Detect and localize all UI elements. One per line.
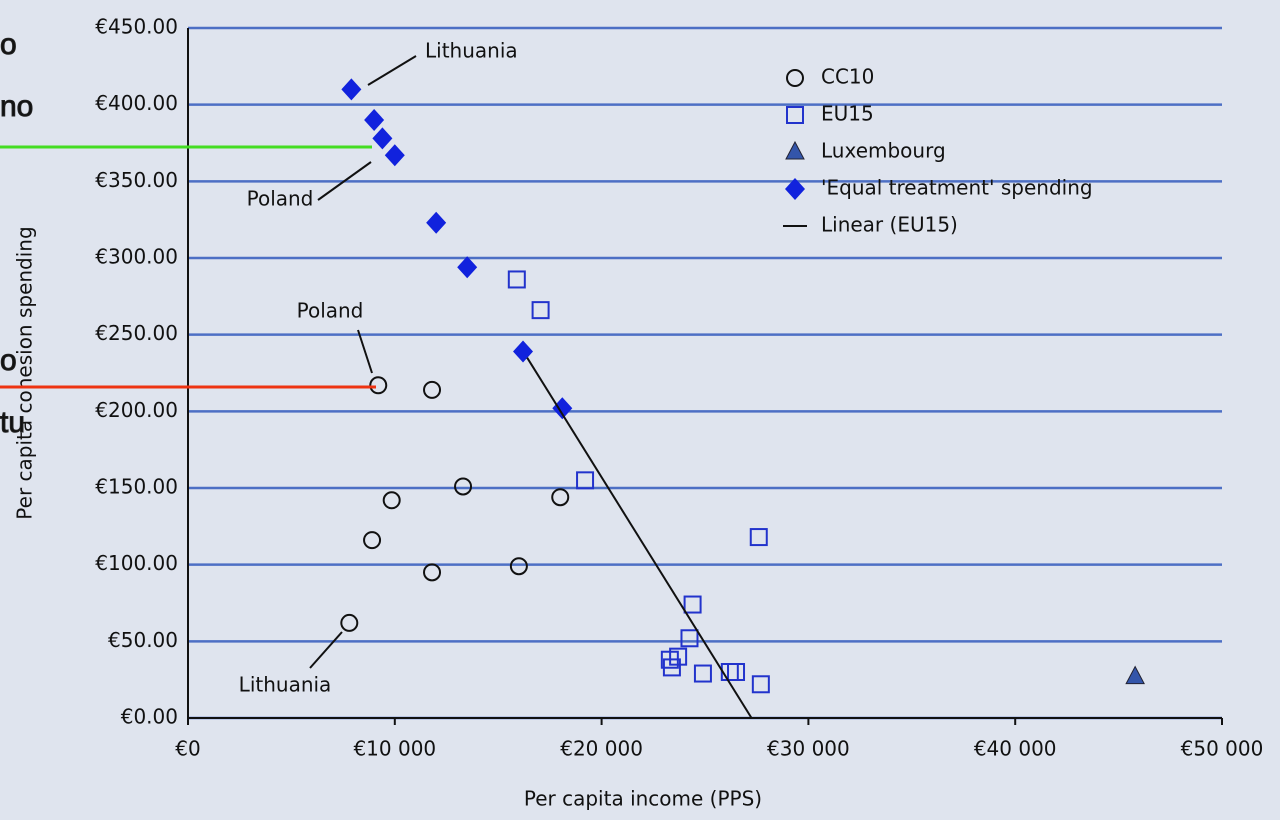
legend-swatch — [786, 106, 804, 124]
legend-label: CC10 — [821, 65, 874, 89]
y-tick-label: €200.00 — [95, 398, 178, 422]
x-tick-label: €30 000 — [767, 737, 850, 761]
point — [531, 301, 550, 320]
annotation: Lithuania — [425, 39, 518, 63]
y-tick-label: €450.00 — [95, 15, 178, 39]
point — [372, 127, 393, 150]
point — [576, 471, 595, 490]
x-tick-label: €20 000 — [560, 737, 643, 761]
x-tick-label: €50 000 — [1181, 737, 1264, 761]
point — [727, 663, 746, 681]
point — [513, 340, 534, 363]
x-axis-label: Per capita income (PPS) — [524, 787, 762, 811]
point — [423, 563, 442, 582]
legend-label: Linear (EU15) — [821, 213, 958, 237]
y-tick-label: €400.00 — [95, 91, 178, 115]
annotation-arrows — [309, 55, 417, 669]
point — [363, 531, 382, 550]
y-tick-label: €250.00 — [95, 321, 178, 345]
overlay-text: o — [0, 28, 17, 61]
y-tick-label: €350.00 — [95, 168, 178, 192]
annotation: Poland — [247, 187, 314, 211]
overlay-text: o — [0, 344, 17, 377]
y-tick-label: €300.00 — [95, 245, 178, 269]
point — [384, 144, 405, 167]
legend-swatch — [785, 140, 805, 160]
point — [1125, 665, 1145, 685]
point — [720, 663, 739, 681]
point — [683, 595, 702, 614]
y-axis-label: Per capita cohesion spending — [13, 226, 37, 519]
trend-line — [526, 357, 753, 719]
point — [423, 380, 442, 399]
x-tick-label: €40 000 — [974, 737, 1057, 761]
y-tick-label: €50.00 — [108, 628, 178, 652]
point — [669, 647, 688, 666]
point — [426, 211, 447, 234]
x-tick-label: €10 000 — [353, 737, 436, 761]
overlay-text: no — [0, 90, 33, 123]
point — [457, 256, 478, 279]
point — [369, 376, 388, 395]
legend-swatch — [786, 69, 804, 87]
point — [749, 528, 768, 547]
point — [454, 477, 473, 496]
point — [751, 675, 770, 694]
point — [364, 109, 385, 131]
point — [341, 78, 362, 101]
point — [693, 664, 712, 683]
overlay-text: tu — [0, 406, 25, 439]
point — [382, 491, 401, 510]
legend-label: 'Equal treatment' spending — [821, 176, 1093, 200]
y-tick-label: €0.00 — [121, 705, 178, 729]
point — [507, 270, 526, 289]
point — [680, 629, 699, 648]
y-tick-label: €100.00 — [95, 551, 178, 575]
plot: €0.00 €50.00 €100.00 €150.00 €200.00 €250.00 €… — [95, 15, 1263, 761]
annotation: Lithuania — [239, 673, 332, 697]
point — [509, 557, 528, 576]
legend-swatch — [785, 178, 805, 200]
point — [552, 397, 573, 420]
y-tick-label: €150.00 — [95, 475, 178, 499]
point — [340, 613, 359, 632]
annotation: Poland — [297, 299, 364, 323]
legend-label: EU15 — [821, 102, 874, 126]
legend-label: Luxembourg — [821, 139, 946, 163]
point — [551, 488, 570, 507]
x-tick-label: €0 — [175, 737, 200, 761]
point — [662, 658, 681, 677]
